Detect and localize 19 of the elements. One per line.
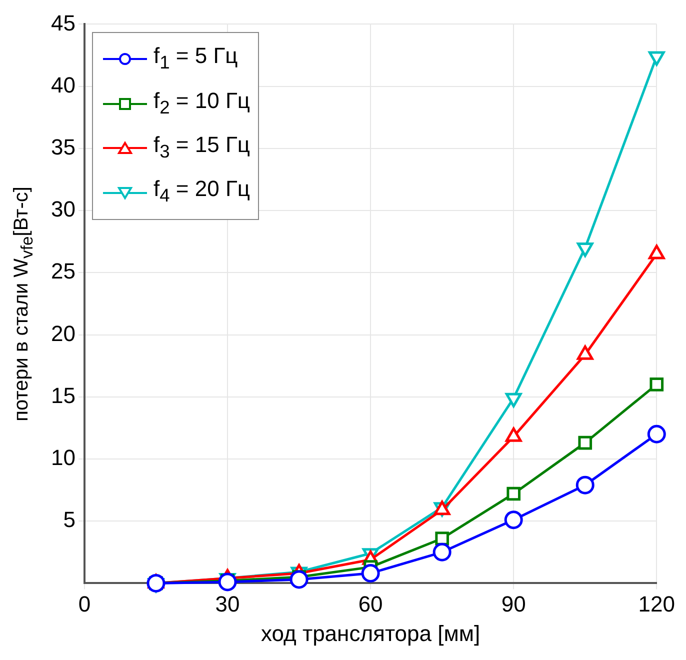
y-tick-label: 10 bbox=[50, 445, 76, 470]
x-tick-label: 90 bbox=[501, 591, 526, 616]
y-tick-label: 25 bbox=[50, 258, 76, 284]
y-tick-label: 20 bbox=[50, 320, 76, 346]
y-tick-label: 40 bbox=[50, 72, 76, 98]
x-axis-title: ход транслятора [мм] bbox=[261, 620, 480, 646]
x-tick-label: 30 bbox=[215, 591, 240, 616]
y-tick-label: 35 bbox=[50, 134, 76, 160]
y-tick-label: 15 bbox=[50, 382, 76, 408]
x-tick-label: 0 bbox=[78, 591, 91, 616]
legend-label: f$_{4}$ = 20 Гц bbox=[153, 175, 250, 208]
legend-label: f$_{1}$ = 5 Гц bbox=[153, 42, 238, 75]
x-tick-label: 120 bbox=[638, 591, 676, 616]
legend-label: f$_{2}$ = 10 Гц bbox=[153, 86, 250, 119]
y-tick-label: 45 bbox=[50, 10, 76, 36]
x-tick-label: 60 bbox=[358, 591, 383, 616]
legend-label: f$_{3}$ = 15 Гц bbox=[153, 130, 250, 164]
y-tick-label: 30 bbox=[50, 196, 76, 222]
y-tick-label: 5 bbox=[63, 507, 76, 532]
